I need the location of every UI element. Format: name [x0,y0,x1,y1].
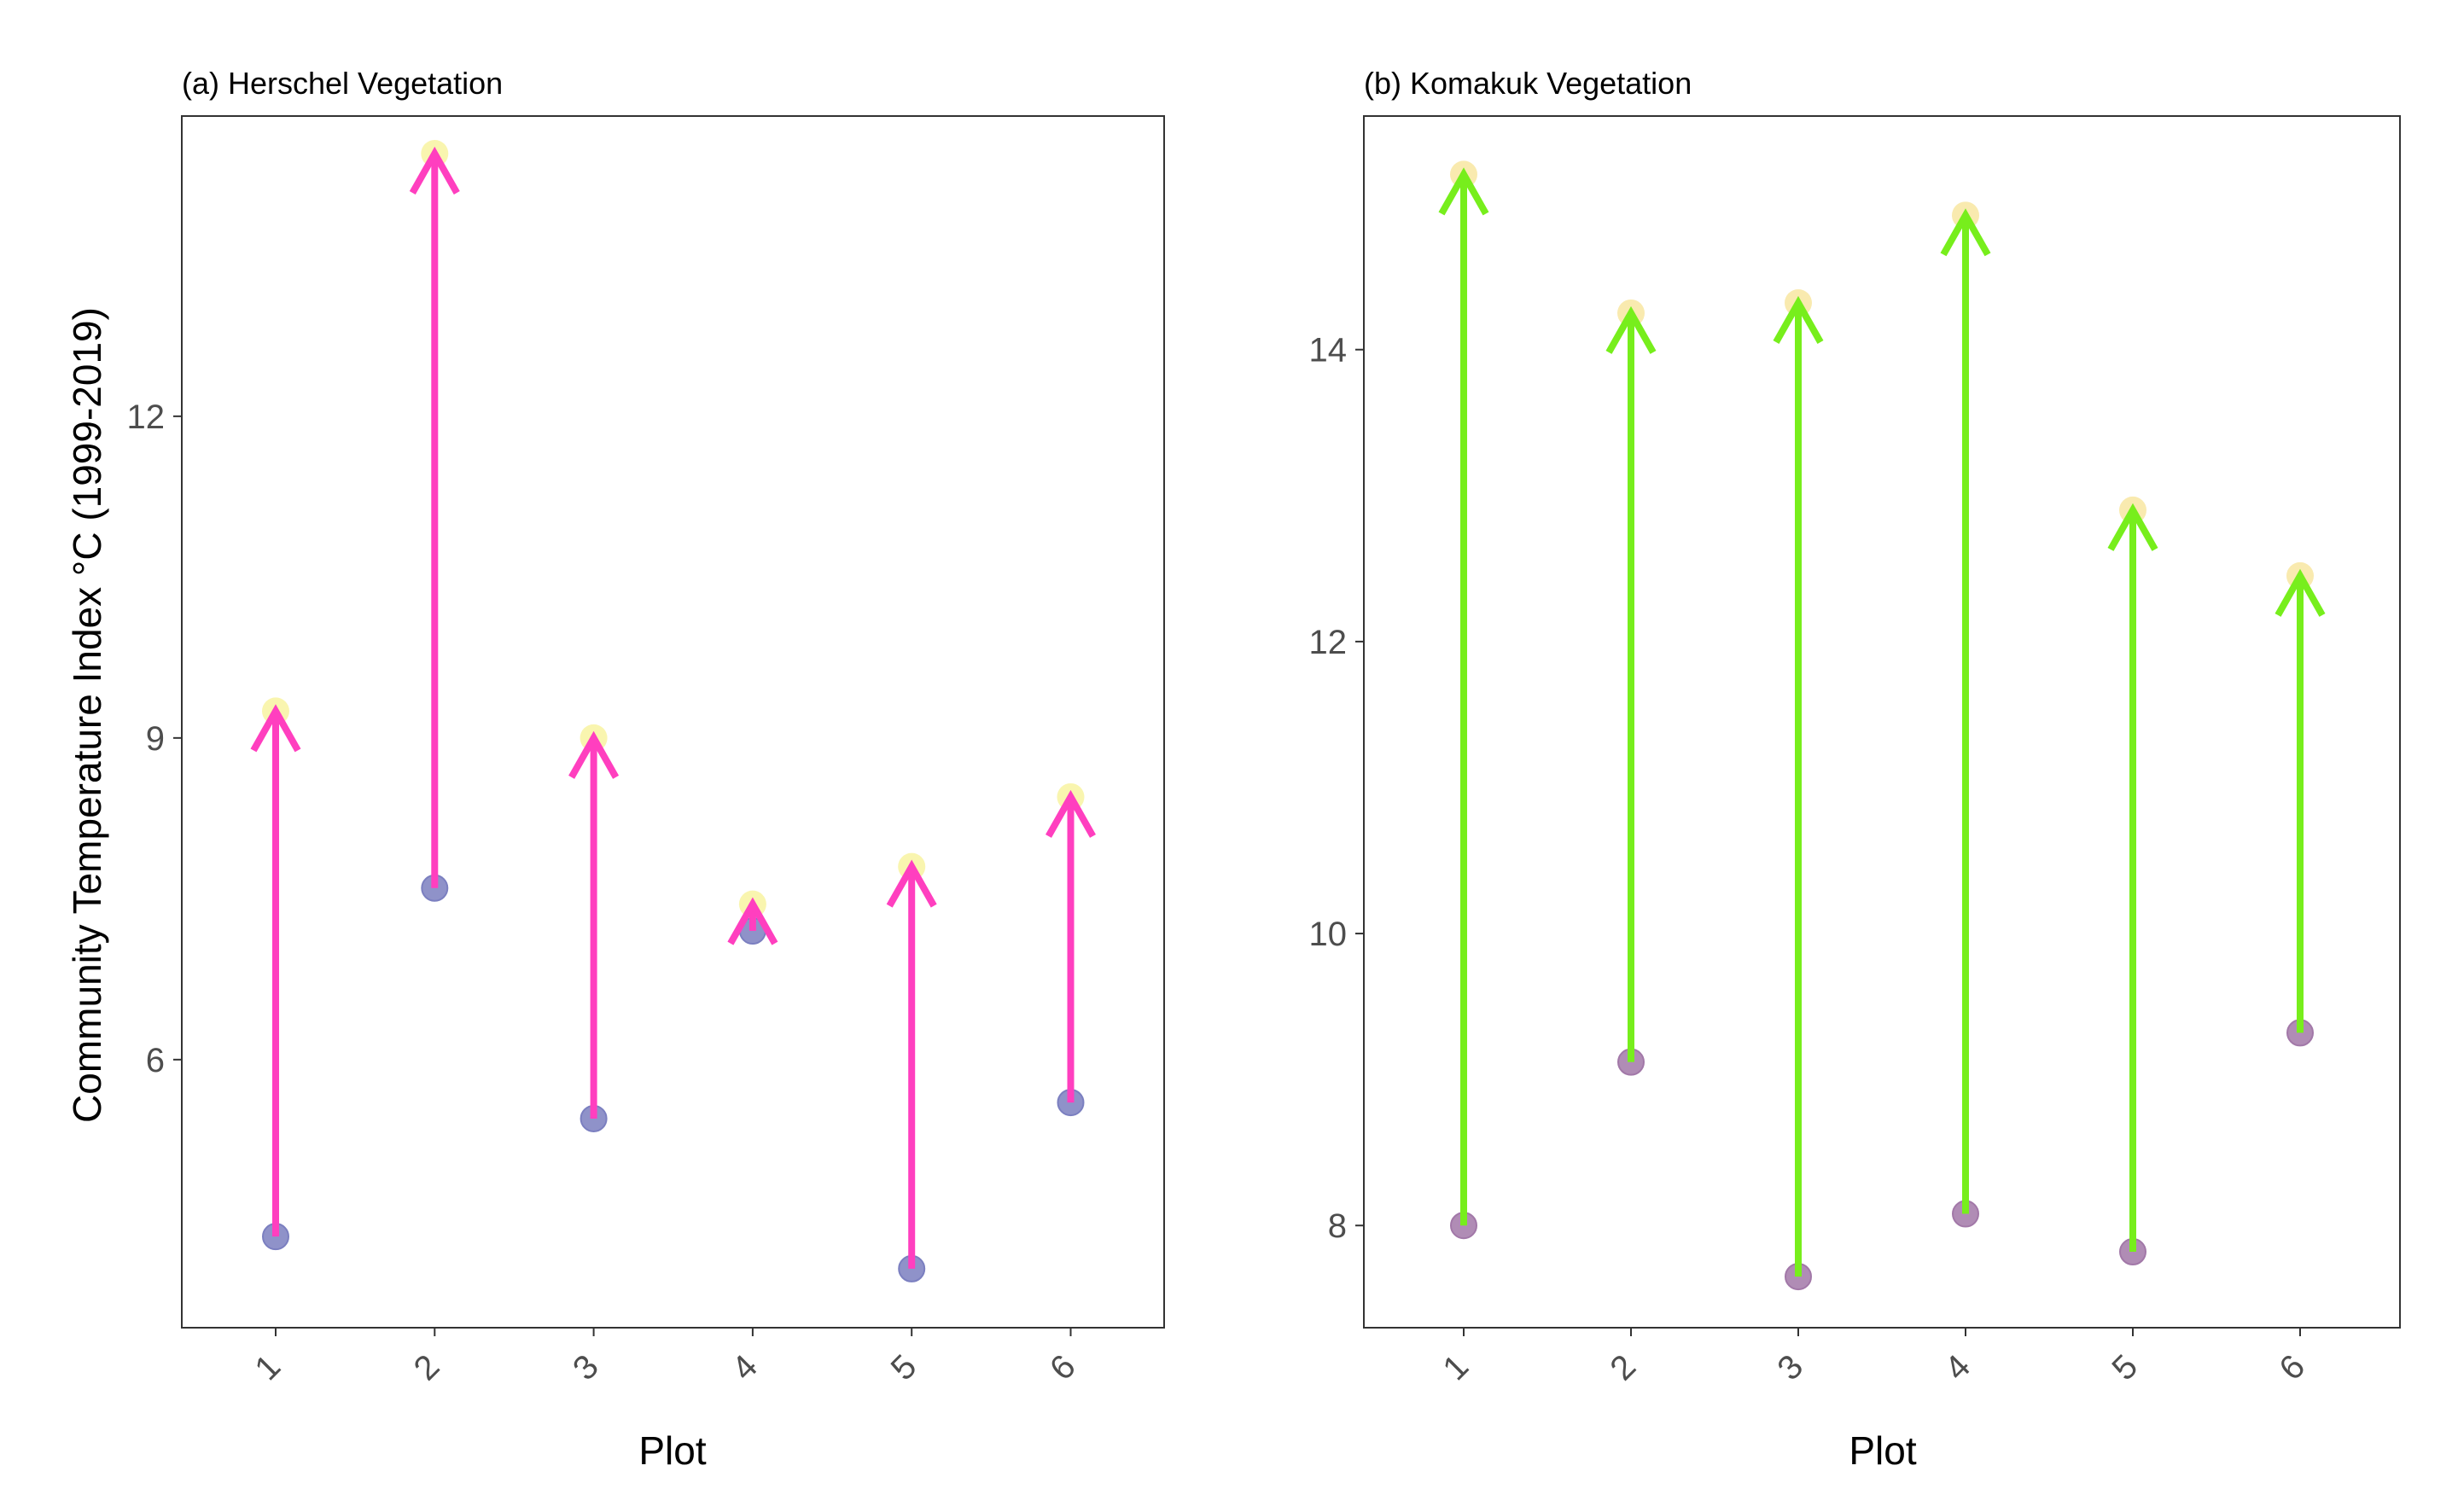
panel-b-y-tick-label: 10 [1309,916,1348,953]
panel-b-x-tick-label: 3 [1770,1347,1810,1387]
panel-b-arrow [2107,503,2158,1253]
panel-b-title: (b) Komakuk Vegetation [1364,66,1692,101]
panel-a-x-tick-label: 3 [566,1347,606,1387]
panel-b-y-tick-label: 14 [1309,332,1348,369]
panel-b-x-tick-label: 4 [1937,1347,1977,1387]
panel-a-x-tick-label: 2 [407,1347,447,1387]
panel-a-x-tick-label: 1 [248,1347,288,1387]
panel-a-arrow [886,859,937,1269]
panel-a-title: (a) Herschel Vegetation [182,66,503,101]
panel-a: (a) Herschel Vegetation Community Temper… [65,66,1165,1473]
panel-b-x-tick-label: 5 [2105,1347,2145,1387]
panel-a-x-tick-label: 6 [1043,1347,1083,1387]
panel-a-arrow [568,730,620,1119]
panel-a-frame [181,115,1165,1329]
panel-a-arrow [409,146,460,888]
panel-a-x-tick-label: 4 [725,1347,765,1387]
panel-a-x-tick-label: 5 [884,1347,924,1387]
panel-b-arrow [1605,305,1657,1062]
panel-b-y-tick-label: 12 [1309,624,1348,661]
panel-b-x-tick-label: 6 [2272,1347,2312,1387]
panel-b-arrow [1773,295,1824,1277]
panel-a-y-tick-label: 12 [127,398,166,436]
panel-b-frame [1363,115,2401,1329]
panel-a-y-tick-label: 9 [146,720,165,758]
panel-b-arrow [1940,208,1991,1214]
panel-a-arrow [727,897,778,945]
panel-a-arrow [1046,789,1096,1103]
panel-b-arrow [2275,568,2326,1033]
panel-b-x-axis-title: Plot [1849,1428,1916,1473]
panel-a-y-axis-title: Community Temperature Index °C (1999-201… [65,307,109,1123]
panel-a-arrow [250,704,301,1237]
panel-b-x-tick-label: 1 [1436,1347,1476,1387]
panel-b-y-tick-label: 8 [1328,1207,1347,1245]
panel-b-arrow [1438,167,1489,1226]
panel-b-x-tick-label: 2 [1603,1347,1643,1387]
panel-a-y-tick-label: 6 [146,1042,165,1079]
panel-a-x-axis-title: Plot [638,1428,706,1473]
